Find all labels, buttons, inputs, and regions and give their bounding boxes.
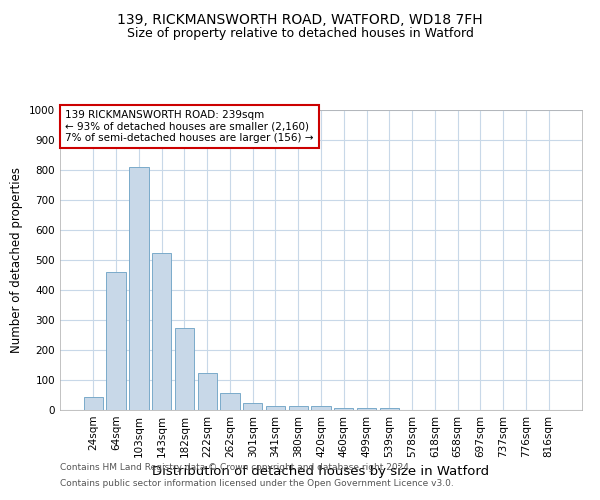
Bar xyxy=(152,252,172,410)
Bar xyxy=(289,406,308,410)
Bar xyxy=(380,408,399,410)
Bar xyxy=(197,372,217,410)
Bar xyxy=(175,328,194,410)
Text: 139, RICKMANSWORTH ROAD, WATFORD, WD18 7FH: 139, RICKMANSWORTH ROAD, WATFORD, WD18 7… xyxy=(117,12,483,26)
Bar xyxy=(334,408,353,410)
Text: Contains HM Land Registry data © Crown copyright and database right 2024.: Contains HM Land Registry data © Crown c… xyxy=(60,464,412,472)
Bar xyxy=(357,408,376,410)
Text: Size of property relative to detached houses in Watford: Size of property relative to detached ho… xyxy=(127,28,473,40)
Text: 139 RICKMANSWORTH ROAD: 239sqm
← 93% of detached houses are smaller (2,160)
7% o: 139 RICKMANSWORTH ROAD: 239sqm ← 93% of … xyxy=(65,110,314,143)
Bar xyxy=(243,402,262,410)
Bar xyxy=(220,393,239,410)
Bar xyxy=(106,272,126,410)
Bar xyxy=(266,406,285,410)
Bar xyxy=(84,396,103,410)
Text: Contains public sector information licensed under the Open Government Licence v3: Contains public sector information licen… xyxy=(60,478,454,488)
Bar xyxy=(311,406,331,410)
X-axis label: Distribution of detached houses by size in Watford: Distribution of detached houses by size … xyxy=(152,466,490,478)
Bar xyxy=(129,167,149,410)
Y-axis label: Number of detached properties: Number of detached properties xyxy=(10,167,23,353)
